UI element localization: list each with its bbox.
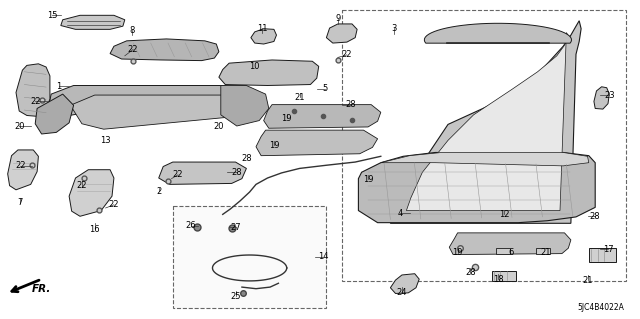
Text: 15: 15 [47,11,58,20]
Bar [173,206,326,308]
Polygon shape [159,162,246,184]
Text: 18: 18 [493,275,503,284]
Polygon shape [251,29,276,44]
Polygon shape [16,64,50,116]
Text: 27: 27 [230,223,241,232]
Polygon shape [406,33,568,211]
Text: 28: 28 [241,154,252,163]
Polygon shape [69,170,114,216]
Text: 20: 20 [214,122,224,130]
Text: 5JC4B4022A: 5JC4B4022A [577,303,624,312]
Polygon shape [256,130,378,156]
Text: 22: 22 [30,97,40,106]
Polygon shape [594,87,609,109]
Text: 26: 26 [186,221,196,230]
Text: 28: 28 [232,168,242,177]
Text: FR.: FR. [32,284,51,294]
Text: 11: 11 [257,24,268,33]
Polygon shape [381,152,589,166]
Text: 28: 28 [590,212,600,221]
Text: 12: 12 [499,210,509,219]
Polygon shape [110,39,219,61]
Text: 22: 22 [77,181,87,190]
Text: 22: 22 [173,170,183,179]
Polygon shape [264,105,381,128]
Polygon shape [424,23,572,43]
Text: 1: 1 [56,82,61,91]
Text: 4: 4 [397,209,403,218]
Text: 19: 19 [452,248,463,257]
Text: 25: 25 [230,292,241,300]
Polygon shape [358,152,595,223]
Polygon shape [61,15,125,29]
Polygon shape [35,94,74,134]
Polygon shape [70,95,256,129]
Text: 23: 23 [604,91,614,100]
Text: 22: 22 [342,50,352,59]
Text: 9: 9 [335,14,340,23]
Bar [496,248,510,254]
Text: 2: 2 [156,187,161,196]
Polygon shape [219,60,319,85]
Text: 8: 8 [130,26,135,35]
Text: 6: 6 [508,248,513,257]
Polygon shape [390,21,581,223]
Polygon shape [326,24,357,43]
Text: 22: 22 [128,45,138,54]
Text: 21: 21 [540,248,550,257]
Polygon shape [390,274,419,293]
Bar [536,248,550,254]
Text: 24: 24 [397,288,407,297]
Polygon shape [8,150,38,190]
Text: 21: 21 [294,93,305,102]
Text: 17: 17 [603,245,613,254]
Text: 28: 28 [465,268,476,277]
Text: 19: 19 [282,114,292,122]
Text: 21: 21 [582,276,593,285]
Text: 3: 3 [391,24,396,33]
Text: 7: 7 [18,198,23,207]
Bar [589,248,616,262]
Bar [492,271,516,281]
Text: 20: 20 [14,122,24,130]
Bar [342,10,626,281]
Text: 19: 19 [269,141,279,150]
Text: 10: 10 [250,62,260,71]
Text: 22: 22 [15,161,26,170]
Text: 22: 22 [109,200,119,209]
Text: 5: 5 [323,84,328,93]
Polygon shape [48,85,240,117]
Text: 14: 14 [318,252,328,261]
Text: 13: 13 [100,136,111,145]
Text: 28: 28 [346,100,356,109]
Text: 16: 16 [90,225,100,234]
Polygon shape [221,85,269,126]
Text: 19: 19 [363,175,373,184]
Polygon shape [449,233,571,255]
